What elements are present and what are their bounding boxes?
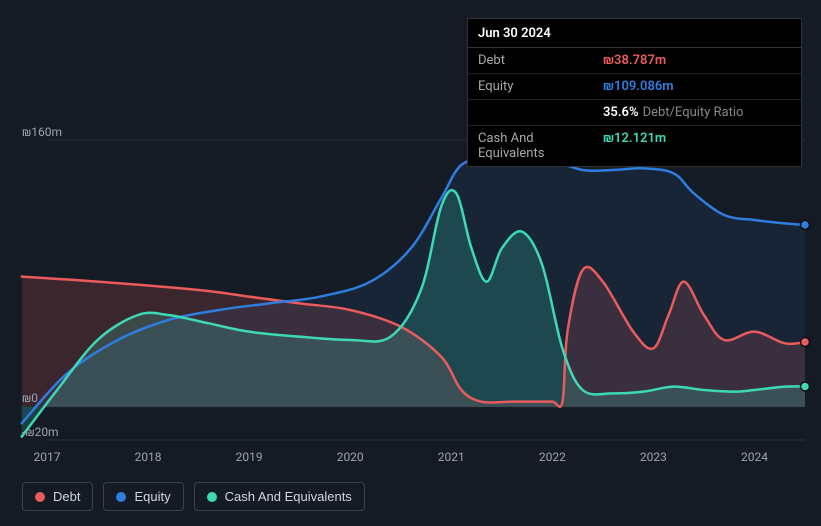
tooltip-row: Debt₪38.787m — [468, 48, 801, 74]
x-axis-label: 2022 — [539, 450, 566, 464]
tooltip-row: Cash And Equivalents₪12.121m — [468, 126, 801, 166]
tooltip-row: 35.6%Debt/Equity Ratio — [468, 100, 801, 126]
x-axis-label: 2023 — [640, 450, 667, 464]
y-axis-label: ₪0 — [22, 391, 38, 405]
x-axis-label: 2019 — [236, 450, 263, 464]
tooltip-row-label: Cash And Equivalents — [478, 131, 603, 161]
x-axis-label: 2018 — [135, 450, 162, 464]
tooltip-row-label: Debt — [478, 53, 603, 68]
tooltip-date: Jun 30 2024 — [468, 19, 801, 48]
x-axis-label: 2021 — [438, 450, 465, 464]
tooltip-row-value: ₪109.086m — [603, 79, 674, 94]
legend-label: Cash And Equivalents — [225, 489, 352, 504]
chart-legend: Debt Equity Cash And Equivalents — [22, 482, 365, 511]
tooltip-row-label: Equity — [478, 79, 603, 94]
tooltip-row-label — [478, 105, 603, 120]
legend-swatch — [116, 492, 126, 502]
y-axis-label: ₪160m — [22, 125, 62, 139]
tooltip-row-value: ₪38.787m — [603, 53, 666, 68]
tooltip-row: Equity₪109.086m — [468, 74, 801, 100]
x-axis-label: 2017 — [34, 450, 61, 464]
legend-label: Debt — [53, 489, 80, 504]
legend-label: Equity — [134, 489, 170, 504]
x-axis-label: 2020 — [337, 450, 364, 464]
legend-item-equity[interactable]: Equity — [103, 482, 183, 511]
tooltip-row-value: ₪12.121m — [603, 131, 666, 161]
legend-item-cash-and-equivalents[interactable]: Cash And Equivalents — [194, 482, 365, 511]
tooltip-row-value: 35.6%Debt/Equity Ratio — [603, 105, 743, 120]
legend-swatch — [35, 492, 45, 502]
y-axis-label: -₪20m — [22, 425, 59, 439]
legend-swatch — [207, 492, 217, 502]
chart-tooltip: Jun 30 2024 Debt₪38.787mEquity₪109.086m3… — [467, 18, 802, 167]
x-axis-label: 2024 — [741, 450, 768, 464]
legend-item-debt[interactable]: Debt — [22, 482, 93, 511]
chart-container: ₪160m ₪0 -₪20m 2017 2018 2019 2020 2021 2022 202… — [0, 0, 821, 526]
